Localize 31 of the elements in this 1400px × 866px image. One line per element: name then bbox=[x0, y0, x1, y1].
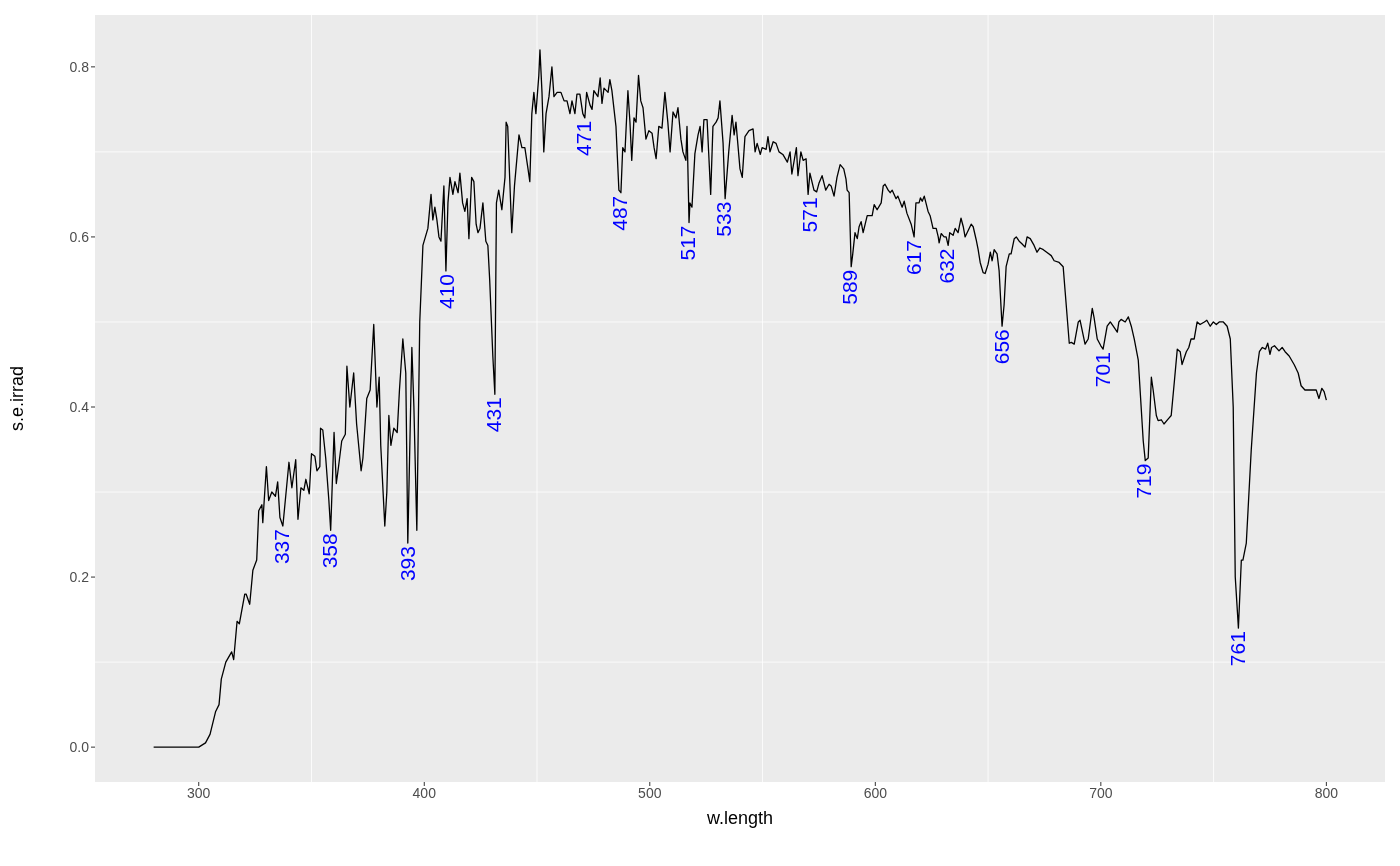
annotation: 632 bbox=[935, 248, 959, 284]
y-tick-label: 0.6 bbox=[69, 228, 90, 245]
x-tick-label: 400 bbox=[412, 784, 437, 801]
x-tick-label: 700 bbox=[1089, 784, 1113, 801]
annotation: 701 bbox=[1091, 352, 1115, 388]
annotation: 393 bbox=[396, 546, 420, 582]
annotation: 571 bbox=[797, 197, 821, 233]
annotation: 358 bbox=[317, 533, 341, 569]
annotation: 761 bbox=[1226, 631, 1250, 667]
x-axis-title: w.length bbox=[705, 808, 774, 828]
y-tick-label: 0.4 bbox=[69, 398, 90, 415]
annotation: 617 bbox=[901, 239, 925, 275]
annotation: 431 bbox=[482, 397, 506, 433]
y-tick-label: 0.0 bbox=[69, 739, 90, 756]
x-tick-label: 300 bbox=[187, 784, 211, 801]
y-tick-label: 0.2 bbox=[69, 569, 90, 586]
y-axis-title: s.e.irrad bbox=[7, 365, 28, 432]
x-tick-label: 500 bbox=[638, 784, 662, 801]
line-series bbox=[152, 49, 1328, 748]
annotation: 589 bbox=[838, 269, 862, 305]
annotation: 656 bbox=[989, 329, 1013, 365]
annotation: 517 bbox=[676, 225, 700, 261]
annotation: 410 bbox=[434, 273, 458, 309]
annotation: 533 bbox=[712, 201, 736, 237]
y-tick-label: 0.8 bbox=[69, 58, 90, 75]
annotation: 719 bbox=[1131, 463, 1155, 499]
annotation: 487 bbox=[608, 195, 632, 231]
annotation: 337 bbox=[270, 529, 294, 565]
x-tick-label: 800 bbox=[1314, 784, 1339, 801]
x-tick-label: 600 bbox=[863, 784, 888, 801]
annotation: 471 bbox=[572, 120, 596, 156]
